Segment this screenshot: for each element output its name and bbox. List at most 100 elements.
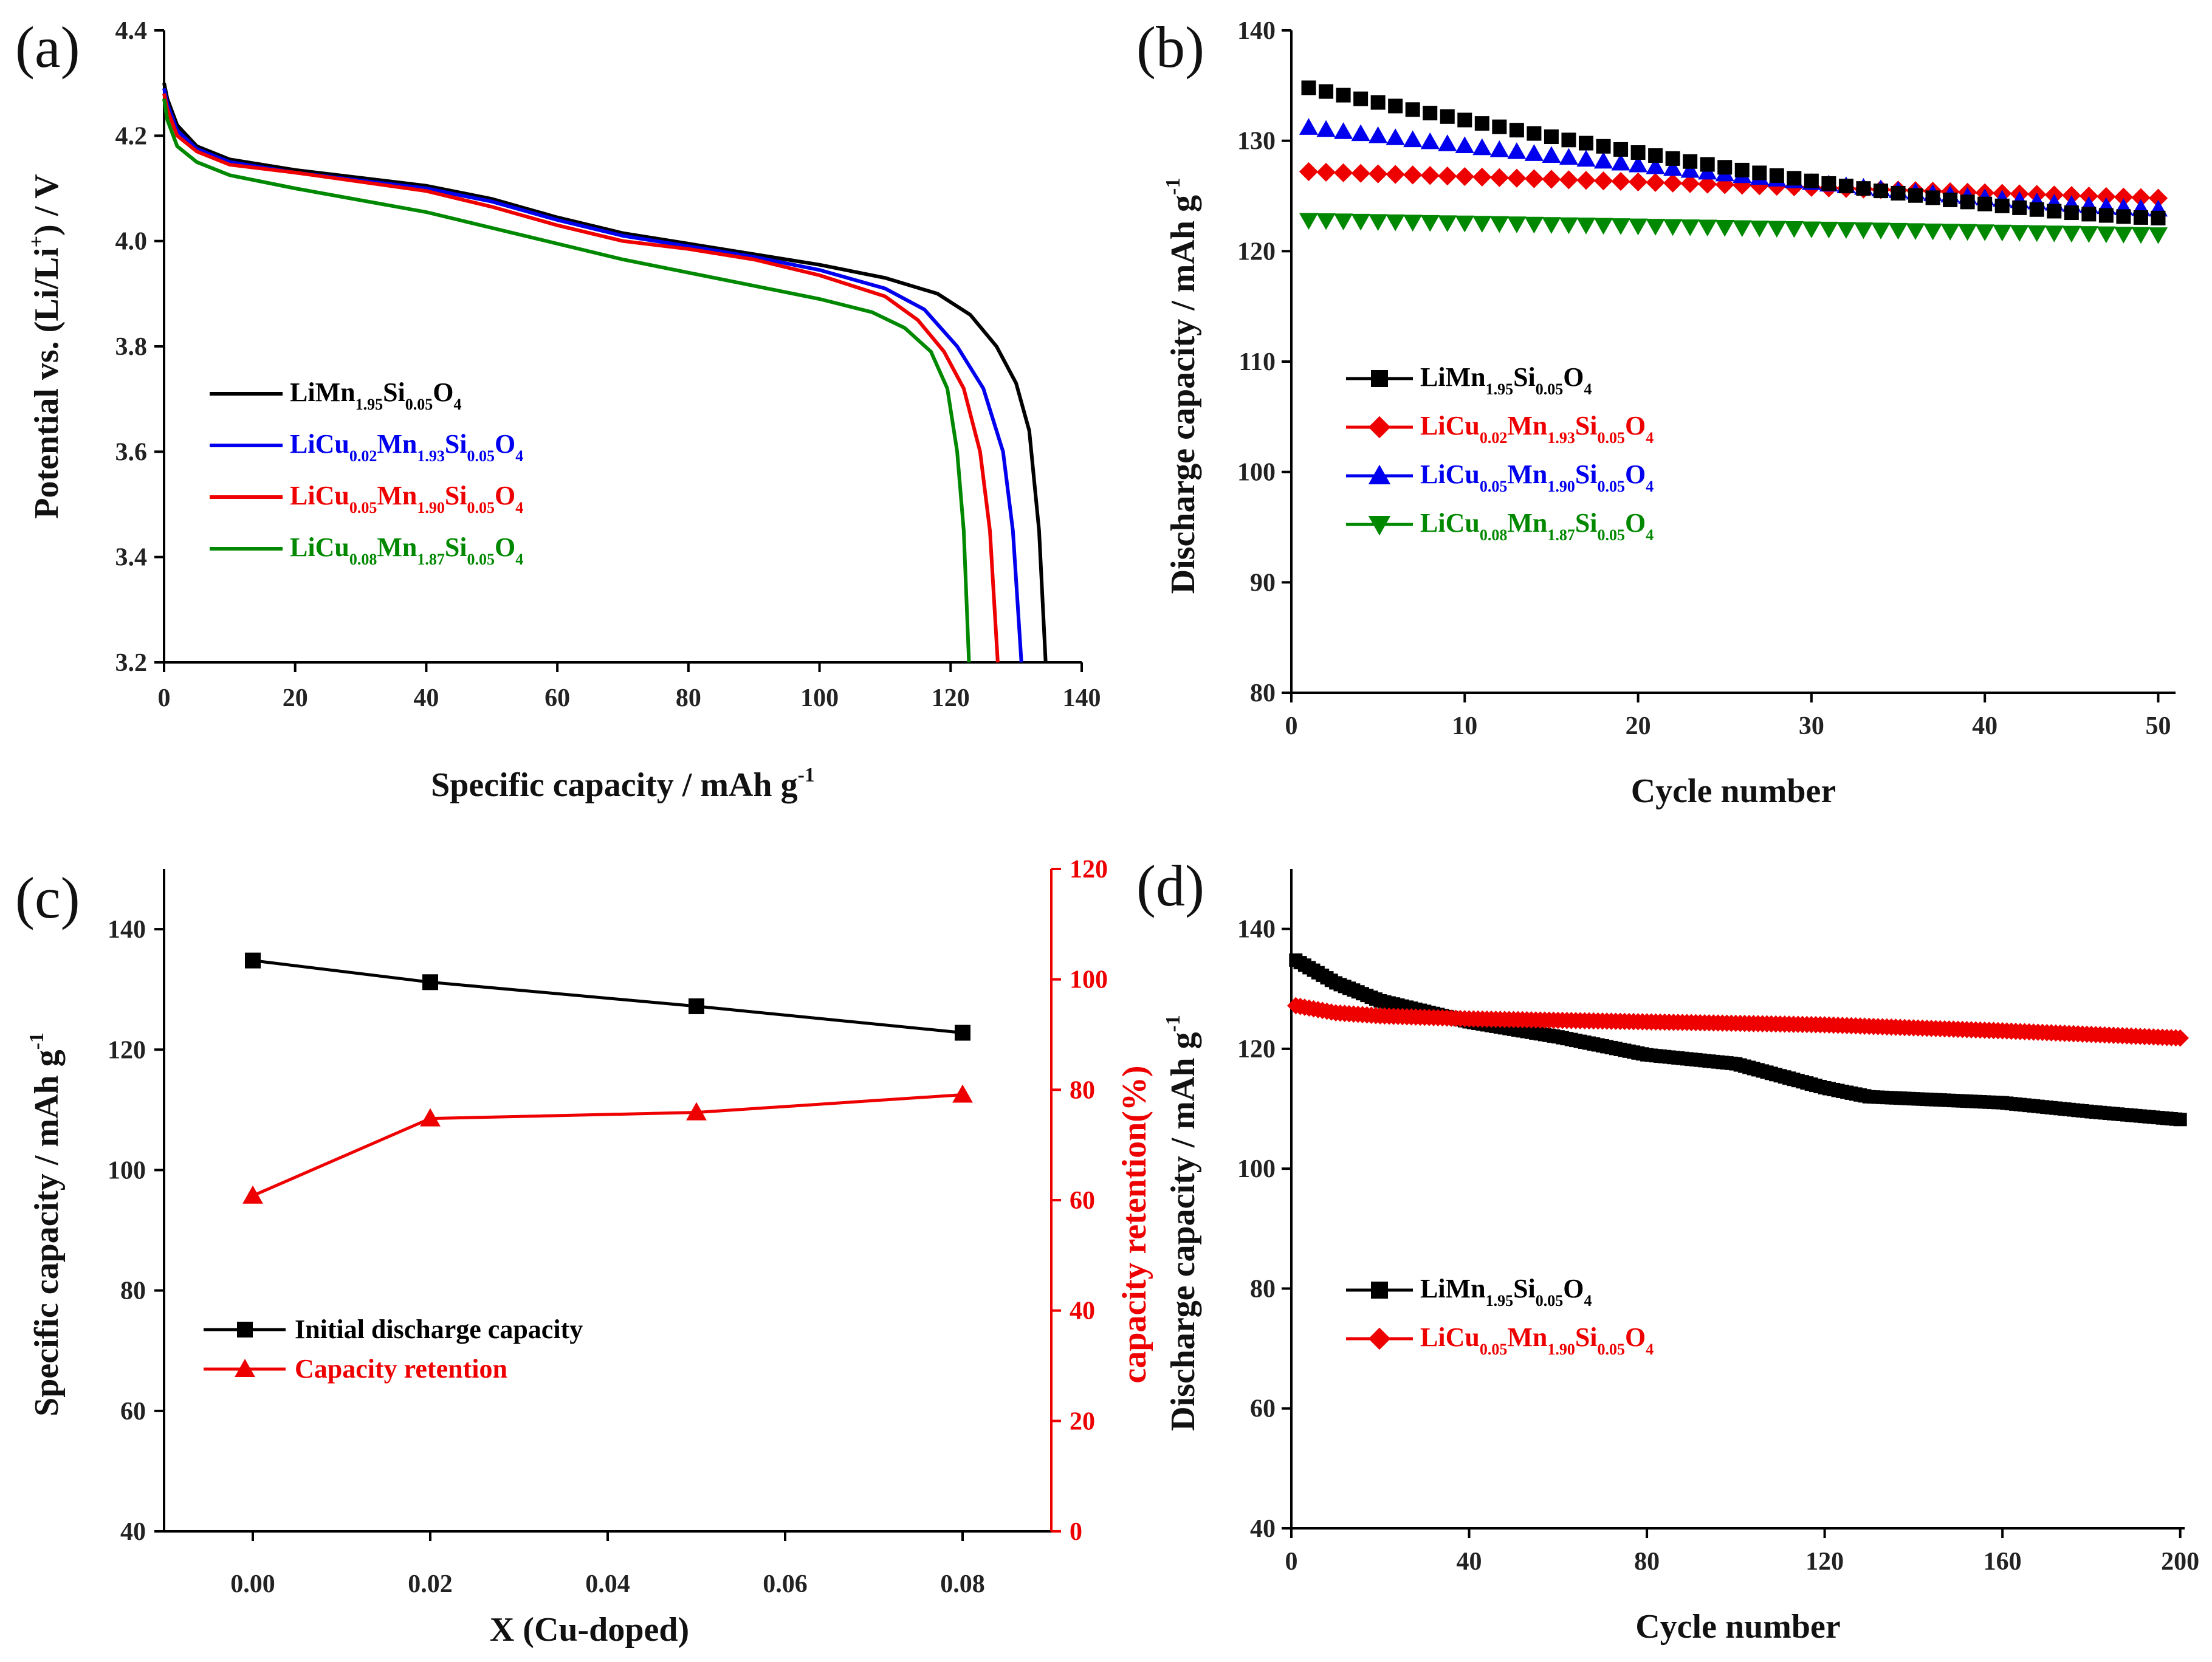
data-point	[2044, 225, 2064, 242]
x-tick-label: 0.00	[230, 1570, 275, 1598]
legend-label: LiCu0.05Mn1.90Si0.05O4	[1420, 459, 1654, 495]
formula-part: 4	[1646, 1341, 1654, 1358]
data-point	[2148, 188, 2168, 208]
y-tick-label: 120	[1237, 1035, 1276, 1063]
y-axis-title-text: Specific capacity / mAh g	[28, 1049, 66, 1416]
data-point	[1386, 165, 1405, 184]
formula-part: O	[495, 429, 515, 459]
data-point	[1489, 216, 1509, 233]
formula-part: 0.05	[1598, 1341, 1626, 1358]
formula-part: 4	[515, 447, 523, 465]
data-point	[1316, 213, 1336, 230]
data-point	[1438, 167, 1457, 186]
y-tick-label: 40	[120, 1518, 146, 1546]
data-point	[1388, 98, 1403, 114]
formula-part: LiCu	[1420, 508, 1480, 538]
data-point	[1663, 173, 1683, 193]
data-point	[1420, 132, 1440, 149]
data-point	[1472, 216, 1492, 233]
data-point	[1628, 155, 1648, 173]
formula-part: 1.90	[417, 499, 445, 517]
data-point	[1299, 213, 1319, 230]
x-tick-label: 140	[1063, 684, 1101, 712]
y-tick-label: 120	[1237, 238, 1276, 266]
data-point	[1680, 219, 1700, 236]
data-point	[1680, 160, 1700, 178]
formula-part: 0.05	[1480, 478, 1508, 495]
data-point	[245, 952, 261, 969]
x-tick-label: 10	[1452, 712, 1477, 740]
series-line	[162, 88, 1023, 663]
data-point	[1455, 136, 1474, 153]
data-point	[1975, 224, 1994, 241]
formula-part: Mn	[1507, 508, 1547, 538]
legend-label: LiCu0.08Mn1.87Si0.05O4	[1420, 508, 1654, 544]
data-point	[1838, 179, 1853, 194]
x-axis-title: X (Cu-doped)	[490, 1611, 689, 1649]
legend-label: Capacity retention	[295, 1354, 507, 1384]
formula-part: 1.93	[417, 447, 445, 465]
data-point	[1386, 214, 1405, 232]
x-tick-label: 0	[1285, 1548, 1298, 1576]
data-point	[2114, 227, 2134, 244]
y-axis-title-end: ) / V	[28, 174, 66, 236]
formula-part: 1.95	[1486, 380, 1514, 398]
data-point	[1542, 146, 1561, 163]
data-point	[1369, 164, 1388, 184]
data-point	[1455, 215, 1474, 233]
formula-part: 1.90	[1547, 1341, 1575, 1358]
data-point	[1353, 91, 1369, 106]
x-tick-label: 120	[1805, 1548, 1844, 1576]
data-point	[1576, 218, 1596, 235]
legend-marker	[1368, 1327, 1391, 1350]
y-tick-label: 110	[1238, 348, 1276, 376]
y-tick-label: 130	[1237, 128, 1276, 156]
y-tick-label: 100	[108, 1156, 146, 1184]
formula-part: O	[495, 481, 515, 510]
data-point	[1646, 219, 1665, 236]
x-tick-label: 20	[1626, 712, 1651, 740]
y-tick-label-right: 60	[1070, 1187, 1095, 1215]
data-point	[1438, 134, 1457, 151]
x-tick-label: 0.02	[408, 1570, 453, 1598]
y-axis-title-sup: +	[26, 236, 48, 247]
data-point	[1891, 185, 1906, 201]
data-point	[1301, 80, 1316, 95]
formula-part: LiMn	[1420, 362, 1486, 392]
series-line	[162, 93, 1000, 663]
formula-part: LiMn	[1420, 1274, 1486, 1303]
formula-part: O	[433, 377, 453, 407]
formula-part: 4	[454, 396, 462, 413]
data-point	[2131, 188, 2151, 207]
x-tick-label: 80	[1634, 1548, 1660, 1576]
data-point	[1663, 219, 1683, 236]
data-point	[1802, 221, 1821, 239]
data-point	[2064, 205, 2079, 221]
formula-part: 4	[1646, 429, 1654, 447]
data-point	[2029, 202, 2044, 217]
formula-part: LiCu	[290, 429, 349, 459]
data-point	[1524, 216, 1544, 234]
data-point	[1717, 160, 1733, 175]
y-axis-title: Discharge capacity / mAh g-1	[1162, 178, 1202, 594]
y-tick-label: 140	[108, 916, 146, 944]
formula-part: 1.87	[1547, 526, 1575, 544]
y-tick-label: 4.4	[115, 17, 148, 45]
data-point	[1370, 95, 1386, 110]
y-tick-label: 80	[120, 1277, 146, 1305]
y-axis-title-sup: -1	[1162, 1015, 1184, 1032]
x-tick-label: 20	[283, 684, 308, 712]
x-axis-title-sup: -1	[798, 764, 815, 786]
chart-d: 0 40 80 120 160 200 40 60 80 100 120 140 Cycle numbe…	[1136, 853, 2199, 1646]
formula-part: 0.05	[1480, 1341, 1508, 1358]
data-point	[1333, 122, 1353, 139]
data-point	[1299, 118, 1319, 135]
formula-part: 1.95	[1486, 1292, 1514, 1310]
y-tick-label-right: 20	[1070, 1407, 1095, 1435]
data-point	[1299, 162, 1319, 182]
y-tick-label: 120	[108, 1036, 146, 1064]
data-point	[1993, 224, 2012, 242]
data-point	[1351, 163, 1370, 183]
y-axis-title: Discharge capacity / mAh g-1	[1162, 1015, 1202, 1431]
legend-label: LiCu0.08Mn1.87Si0.05O4	[290, 532, 523, 568]
